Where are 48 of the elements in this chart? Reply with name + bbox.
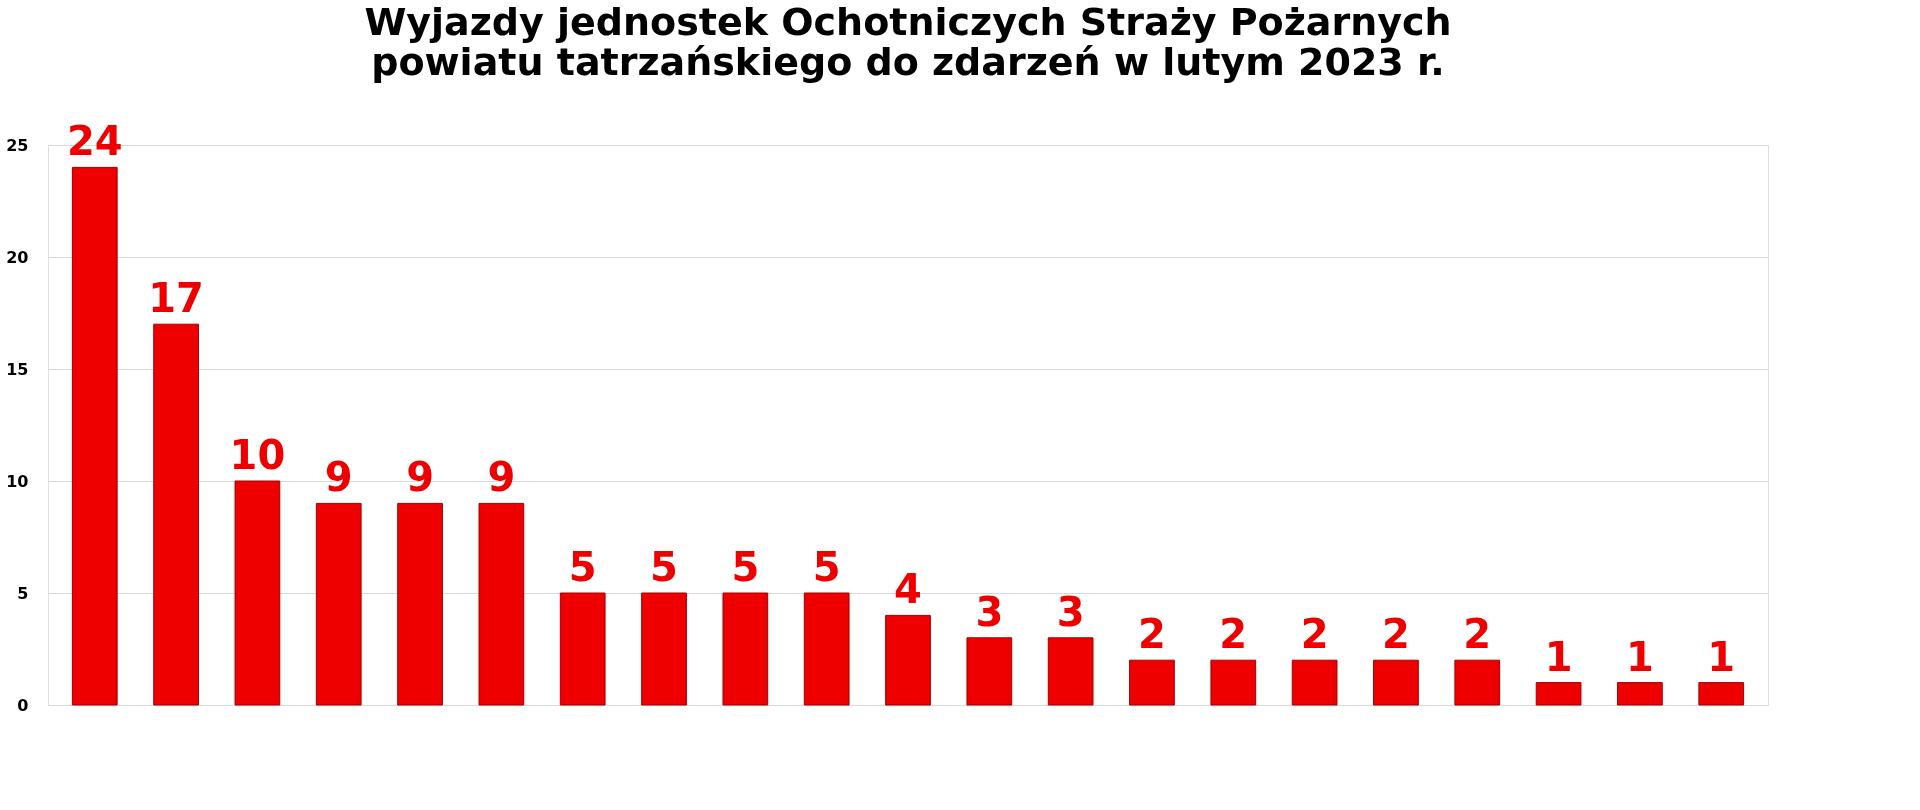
- data-label: 2: [1219, 611, 1248, 658]
- bar: [1129, 659, 1175, 706]
- bar: [803, 592, 850, 706]
- bar: [722, 592, 769, 706]
- data-label: 3: [975, 588, 1004, 635]
- bar: [1698, 682, 1745, 706]
- data-label: 2: [1382, 611, 1410, 658]
- data-label: 10: [229, 432, 286, 478]
- bar: [153, 323, 199, 706]
- bar: [397, 502, 443, 706]
- data-label: 24: [66, 118, 123, 165]
- bar: [478, 502, 525, 706]
- bar: [1210, 659, 1257, 706]
- y-tick-label: 10: [6, 471, 29, 491]
- data-label: 5: [731, 544, 760, 590]
- data-label: 1: [1544, 633, 1573, 680]
- data-label: 2: [1138, 611, 1166, 658]
- y-tick-label: 0: [17, 695, 29, 715]
- bar: [1047, 637, 1094, 706]
- y-tick-label: 15: [6, 359, 29, 379]
- data-label: 2: [1300, 611, 1329, 658]
- data-label: 5: [568, 544, 597, 590]
- bar: [559, 592, 606, 706]
- data-label: 2: [1463, 611, 1492, 658]
- data-label: 5: [650, 544, 678, 590]
- bar: [1373, 659, 1419, 706]
- bar: [1617, 682, 1663, 706]
- data-label: 3: [1056, 588, 1085, 635]
- data-label: 1: [1707, 633, 1736, 680]
- y-tick-label: 25: [6, 135, 29, 155]
- bar: [641, 592, 687, 706]
- bar: [1291, 659, 1338, 706]
- data-label: 17: [148, 275, 204, 322]
- data-label: 1: [1625, 633, 1654, 680]
- data-label: 9: [487, 454, 516, 501]
- bar: [71, 166, 118, 706]
- bar: [315, 502, 362, 706]
- data-label: 9: [324, 454, 353, 501]
- bar: [234, 480, 281, 706]
- bar: [1454, 659, 1501, 706]
- y-tick-label: 5: [17, 583, 29, 603]
- bar: [966, 637, 1013, 706]
- data-label: 5: [812, 544, 841, 590]
- bar: [885, 614, 931, 706]
- bar: [1535, 682, 1582, 706]
- data-label: 4: [894, 566, 922, 613]
- data-label: 9: [406, 454, 434, 501]
- y-tick-label: 20: [6, 247, 29, 267]
